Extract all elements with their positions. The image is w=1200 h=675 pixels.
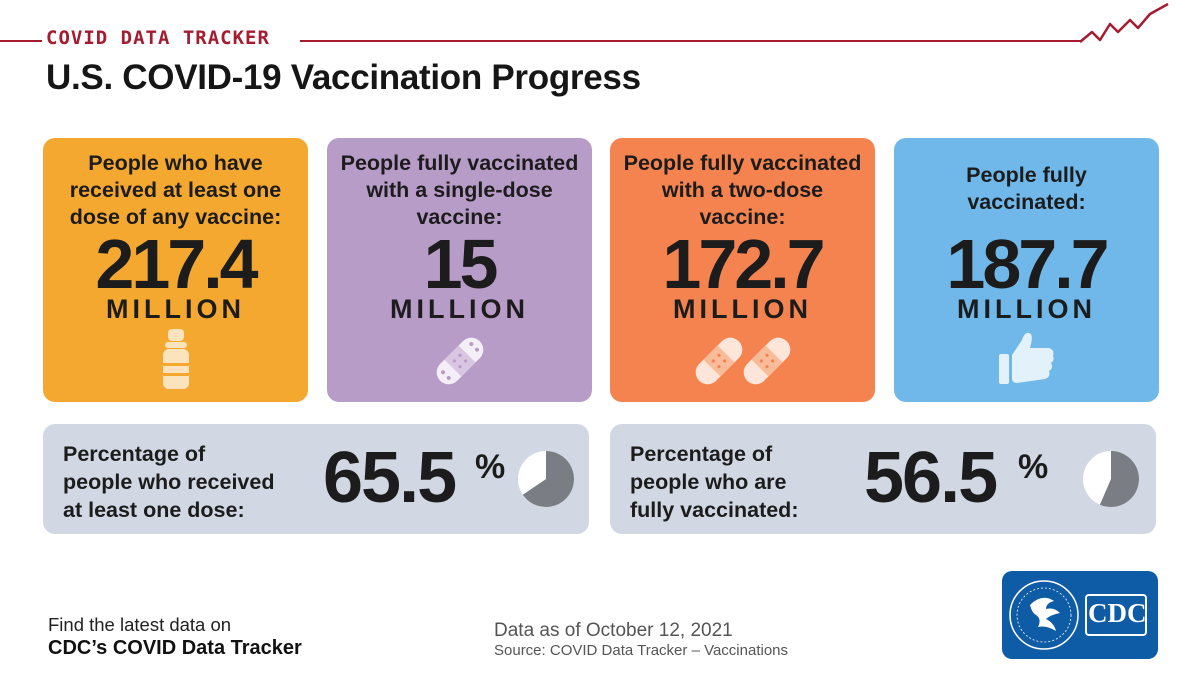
pct-label: Percentage of people who received at lea… <box>63 440 274 524</box>
trend-line-icon <box>1079 2 1169 43</box>
footer-link: CDC’s COVID Data Tracker <box>48 637 302 659</box>
hhs-eagle-icon <box>1009 580 1147 650</box>
pct-panel-fully-vaccinated: Percentage of people who are fully vacci… <box>610 424 1156 534</box>
card-value: 172.7 <box>662 225 825 303</box>
thumbs-up-icon <box>998 332 1054 384</box>
card-unit: MILLION <box>673 294 812 324</box>
pct-value: 65.5 <box>323 438 457 518</box>
card-label: People fully vaccinated with a single-do… <box>340 151 579 229</box>
pie-slice <box>1099 451 1139 507</box>
data-as-of: Data as of October 12, 2021 <box>494 620 733 641</box>
two-bandages-icon <box>695 337 790 385</box>
page-title: U.S. COVID-19 Vaccination Progress <box>46 58 641 97</box>
pct-sign: % <box>475 448 506 486</box>
card-single-dose: People fully vaccinated with a single-do… <box>327 138 592 402</box>
card-two-dose: People fully vaccinated with a two-dose … <box>610 138 875 402</box>
pct-panel-one-dose: Percentage of people who received at lea… <box>43 424 589 534</box>
card-unit: MILLION <box>390 294 529 324</box>
hhs-cdc-logo: CDC <box>1002 571 1158 659</box>
pie-chart-icon <box>1083 451 1139 507</box>
pct-label-line: people who are <box>630 470 787 494</box>
pct-label-line: Percentage of <box>630 442 773 466</box>
card-label: People who have received at least one do… <box>69 151 282 229</box>
card-label: People fully vaccinated with a two-dose … <box>623 151 862 229</box>
card-value: 217.4 <box>95 225 258 303</box>
pct-value: 56.5 <box>864 438 998 518</box>
cdc-logo-text: CDC <box>1088 598 1147 628</box>
pct-label-line: fully vaccinated: <box>630 498 799 522</box>
card-value: 187.7 <box>946 225 1109 303</box>
header-rule-left <box>0 40 42 42</box>
card-unit: MILLION <box>106 294 245 324</box>
pct-label-line: people who received <box>63 470 275 494</box>
pct-label-line: Percentage of <box>63 442 206 466</box>
data-source: Source: COVID Data Tracker – Vaccination… <box>494 642 789 659</box>
card-label: People fully vaccinated: <box>966 163 1087 214</box>
card-value: 15 <box>423 225 499 303</box>
tracker-label: COVID DATA TRACKER <box>46 27 270 49</box>
pie-slice <box>522 451 574 507</box>
pct-label: Percentage of people who are fully vacci… <box>630 440 798 524</box>
card-at-least-one-dose: People who have received at least one do… <box>43 138 308 402</box>
pct-label-line: at least one dose: <box>63 498 245 522</box>
bandage-icon <box>436 337 483 385</box>
card-unit: MILLION <box>957 294 1096 324</box>
pie-chart-icon <box>518 451 574 507</box>
footer-text: Find the latest data on <box>48 614 232 635</box>
vaccine-vial-icon <box>162 329 189 389</box>
pct-sign: % <box>1018 448 1049 486</box>
header-rule-right <box>300 40 1082 42</box>
card-fully-vaccinated: People fully vaccinated: 187.7 MILLION <box>894 138 1159 402</box>
